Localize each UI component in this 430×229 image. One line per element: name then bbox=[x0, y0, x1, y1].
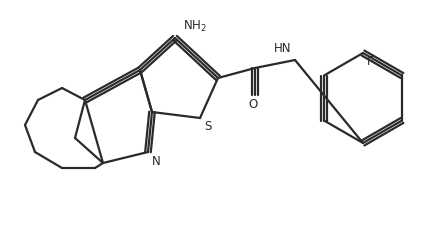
Text: HN: HN bbox=[273, 42, 291, 55]
Text: N: N bbox=[152, 155, 161, 168]
Text: F: F bbox=[367, 55, 374, 68]
Text: O: O bbox=[249, 98, 258, 111]
Text: NH$_2$: NH$_2$ bbox=[183, 19, 207, 34]
Text: S: S bbox=[204, 120, 212, 133]
